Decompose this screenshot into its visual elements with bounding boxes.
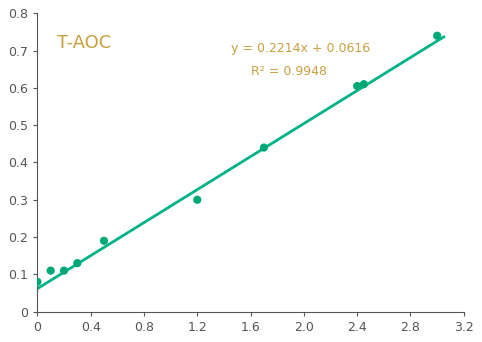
Point [34, 279, 41, 285]
Text: R² = 0.9948: R² = 0.9948 [251, 65, 327, 78]
Point [260, 145, 268, 150]
Point [433, 33, 441, 38]
Point [60, 268, 68, 273]
Point [360, 81, 368, 87]
Point [47, 268, 54, 273]
Text: y = 0.2214x + 0.0616: y = 0.2214x + 0.0616 [230, 42, 370, 55]
Point [193, 197, 201, 202]
Point [353, 83, 361, 89]
Text: T-AOC: T-AOC [57, 34, 112, 52]
Point [73, 260, 81, 266]
Point [100, 238, 108, 244]
